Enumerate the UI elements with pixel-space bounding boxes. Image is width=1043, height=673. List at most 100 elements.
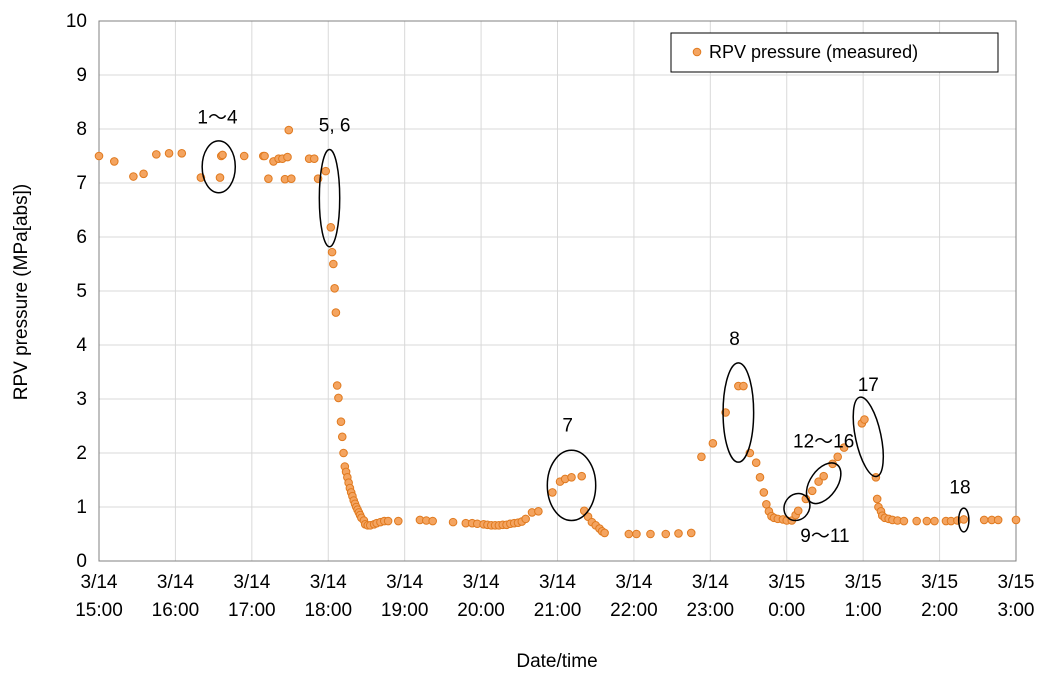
annotation-ellipse (805, 462, 842, 505)
data-point (686, 528, 696, 538)
x-tick-date: 3/14 (310, 572, 347, 593)
y-tick-label: 7 (76, 173, 87, 194)
x-tick-date: 3/14 (463, 572, 500, 593)
data-point (239, 151, 249, 161)
data-point (739, 381, 748, 391)
data-point (326, 222, 336, 232)
x-tick-time: 1:00 (845, 600, 882, 621)
grid-lines (99, 21, 1016, 561)
data-point (979, 515, 989, 525)
data-point (321, 166, 331, 176)
x-axis-ticks: 3/14 15:00 3/14 16:00 3/14 17:00 3/14 18:00 3/14… (75, 572, 1034, 621)
data-point (697, 452, 706, 462)
annotation-labels: 1〜4 5, 6 7 8 12〜16 9〜11 17 18 (197, 108, 970, 547)
data-point (177, 149, 187, 158)
data-point (218, 150, 227, 160)
y-tick-label: 1 (76, 497, 87, 518)
data-point (814, 477, 823, 486)
data-point (819, 471, 828, 481)
data-point (534, 507, 543, 516)
y-tick-label: 8 (76, 119, 87, 140)
y-tick-label: 10 (66, 11, 87, 32)
x-tick-date: 3/14 (692, 572, 729, 593)
data-point (428, 516, 437, 526)
x-tick-date: 3/14 (539, 572, 576, 593)
annotation-label: 5, 6 (319, 116, 351, 137)
data-point (860, 415, 869, 424)
x-tick-time: 21:00 (534, 600, 582, 621)
data-point (959, 515, 969, 524)
annotation-label: 17 (858, 375, 879, 396)
x-tick-date: 3/14 (615, 572, 652, 593)
data-point (260, 151, 269, 161)
legend-box (670, 32, 999, 73)
data-point (751, 458, 761, 468)
data-point (284, 125, 294, 135)
x-tick-date: 3/14 (233, 572, 270, 593)
x-tick-time: 0:00 (768, 600, 805, 621)
data-point (393, 516, 403, 526)
y-tick-label: 4 (76, 335, 87, 356)
data-point (287, 174, 296, 183)
data-point (215, 173, 225, 182)
legend: RPV pressure (measured) (670, 32, 999, 73)
x-tick-time: 18:00 (304, 600, 352, 621)
y-tick-label: 2 (76, 443, 87, 464)
x-tick-time: 19:00 (381, 600, 429, 621)
data-point (624, 529, 634, 539)
x-tick-time: 22:00 (610, 600, 658, 621)
annotation-label: 12〜16 (793, 432, 854, 453)
data-point (164, 149, 174, 158)
y-tick-label: 0 (76, 551, 87, 572)
x-tick-date: 3/15 (768, 572, 805, 593)
annotation-label: 7 (562, 415, 573, 436)
x-tick-time: 2:00 (921, 600, 958, 621)
y-tick-label: 9 (76, 65, 87, 86)
data-point (793, 506, 803, 516)
data-point (661, 529, 671, 539)
x-tick-time: 23:00 (687, 600, 735, 621)
data-point (331, 308, 341, 317)
x-tick-date: 3/14 (386, 572, 423, 593)
plot-frame (98, 20, 1017, 562)
annotation-label: 9〜11 (800, 526, 849, 547)
data-point (139, 169, 148, 179)
data-point (337, 432, 347, 442)
annotation-label: 1〜4 (197, 108, 238, 129)
data-point (94, 151, 104, 161)
data-point (1011, 515, 1021, 525)
x-tick-date: 3/14 (157, 572, 194, 593)
annotation-ellipse (852, 396, 885, 478)
data-point (759, 488, 769, 497)
x-tick-time: 17:00 (228, 600, 276, 621)
x-tick-date: 3/15 (921, 572, 958, 593)
y-axis-label: RPV pressure (MPa[abs]) (11, 184, 32, 400)
x-tick-date: 3/15 (998, 572, 1035, 593)
x-tick-time: 15:00 (75, 600, 123, 621)
data-point (264, 174, 273, 183)
data-point (330, 284, 339, 293)
data-point (548, 488, 557, 497)
annotation-ellipse (201, 140, 237, 194)
y-tick-label: 5 (76, 281, 87, 302)
data-point (567, 473, 576, 482)
y-tick-label: 6 (76, 227, 87, 248)
data-point (448, 517, 458, 527)
annotation-ellipse (318, 148, 341, 248)
data-point (708, 438, 718, 448)
data-point (129, 172, 138, 181)
data-point (600, 528, 609, 538)
data-point (327, 247, 337, 257)
data-point (309, 154, 319, 163)
legend-label: RPV pressure (measured) (709, 42, 918, 62)
data-point (899, 516, 909, 526)
annotation-label: 8 (729, 329, 740, 350)
x-tick-date: 3/14 (81, 572, 118, 593)
data-point (283, 152, 292, 162)
data-point (930, 516, 939, 526)
data-point (762, 500, 771, 509)
data-point (807, 486, 817, 496)
data-point (109, 157, 119, 166)
y-axis-ticks: 0 1 2 3 4 5 6 7 8 9 10 (66, 11, 88, 572)
